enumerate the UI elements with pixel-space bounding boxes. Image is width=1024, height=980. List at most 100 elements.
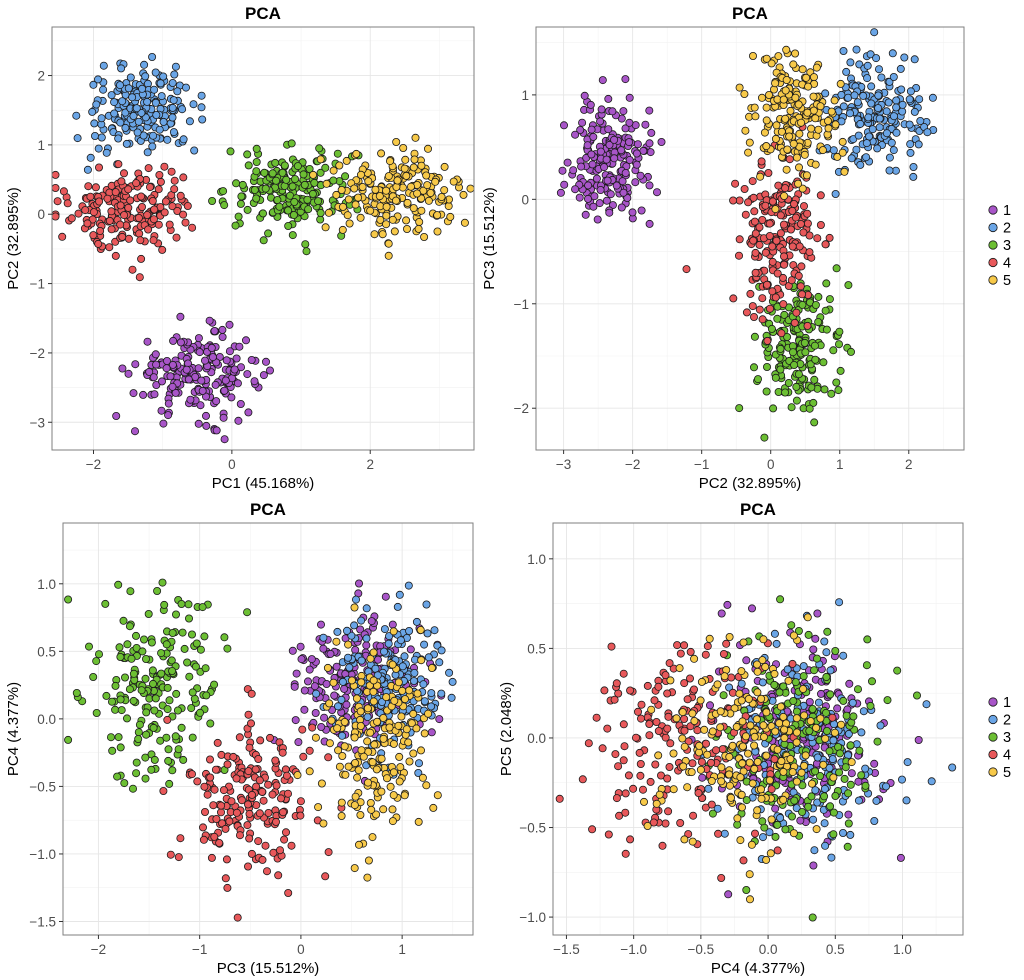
point-series-5 (640, 797, 649, 806)
point-series-3 (184, 614, 193, 623)
point-series-5 (382, 211, 391, 220)
point-series-5 (807, 124, 816, 133)
point-series-3 (844, 819, 853, 828)
point-series-3 (846, 741, 855, 750)
point-series-2 (447, 693, 456, 702)
point-series-1 (623, 193, 632, 202)
point-series-4 (611, 750, 620, 759)
point-series-5 (389, 627, 398, 636)
y-tick-label: −1 (514, 297, 529, 312)
point-series-4 (261, 841, 270, 850)
point-series-5 (762, 708, 771, 717)
point-series-1 (320, 713, 329, 722)
point-series-4 (274, 871, 283, 880)
point-series-5 (738, 717, 747, 726)
point-series-4 (767, 785, 776, 794)
point-series-2 (846, 58, 855, 67)
point-series-4 (268, 790, 277, 799)
point-series-5 (746, 721, 755, 730)
y-axis-title: PC4 (4.377%) (5, 682, 22, 776)
point-series-2 (424, 653, 433, 662)
point-series-2 (853, 98, 862, 107)
point-series-5 (793, 153, 802, 162)
point-series-3 (844, 789, 853, 798)
point-series-1 (300, 686, 309, 695)
point-series-1 (560, 121, 569, 130)
point-series-4 (637, 700, 646, 709)
point-series-5 (329, 678, 338, 687)
point-series-5 (423, 144, 432, 153)
point-series-3 (798, 808, 807, 817)
point-series-4 (299, 752, 308, 761)
point-series-1 (218, 332, 227, 341)
point-series-1 (406, 645, 415, 654)
point-series-5 (750, 764, 759, 773)
point-series-2 (928, 93, 937, 102)
point-series-2 (319, 633, 328, 642)
point-series-2 (168, 103, 177, 112)
point-series-3 (184, 600, 193, 609)
point-series-3 (832, 264, 841, 273)
point-series-3 (116, 695, 125, 704)
point-series-2 (906, 148, 915, 157)
point-series-4 (225, 817, 234, 826)
point-series-3 (64, 595, 73, 604)
point-series-4 (794, 271, 803, 280)
point-series-5 (837, 720, 846, 729)
point-series-4 (136, 236, 145, 245)
point-series-3 (846, 780, 855, 789)
point-series-5 (774, 52, 783, 61)
point-series-3 (810, 341, 819, 350)
point-series-2 (400, 652, 409, 661)
point-series-4 (728, 688, 737, 697)
point-series-5 (780, 191, 789, 200)
point-series-4 (167, 167, 176, 176)
point-series-3 (832, 378, 841, 387)
point-series-4 (278, 808, 287, 817)
point-series-4 (258, 787, 267, 796)
point-series-5 (802, 171, 811, 180)
point-series-3 (290, 175, 299, 184)
point-series-1 (176, 338, 185, 347)
point-series-1 (717, 609, 726, 618)
point-series-5 (409, 204, 418, 213)
point-series-3 (791, 678, 800, 687)
point-series-4 (84, 182, 93, 191)
point-series-2 (872, 796, 881, 805)
point-series-5 (423, 181, 432, 190)
point-series-1 (236, 399, 245, 408)
point-series-1 (131, 360, 140, 369)
point-series-5 (350, 864, 359, 873)
point-series-2 (168, 113, 177, 122)
point-series-5 (390, 696, 399, 705)
point-series-3 (742, 886, 751, 895)
point-series-2 (94, 75, 103, 84)
point-series-3 (142, 730, 151, 739)
point-series-2 (159, 72, 168, 81)
point-series-1 (633, 140, 642, 149)
point-series-4 (221, 824, 230, 833)
point-series-3 (177, 600, 186, 609)
point-series-2 (126, 73, 135, 82)
point-series-4 (632, 733, 641, 742)
point-series-1 (241, 336, 250, 345)
point-series-3 (139, 635, 148, 644)
point-series-1 (205, 316, 214, 325)
point-series-5 (816, 102, 825, 111)
point-series-1 (618, 177, 627, 186)
legend-label-3: 3 (1003, 730, 1011, 746)
point-series-5 (794, 100, 803, 109)
point-series-3 (272, 176, 281, 185)
point-series-5 (847, 758, 856, 767)
point-series-5 (340, 718, 349, 727)
point-series-5 (732, 722, 741, 731)
point-series-3 (150, 755, 159, 764)
point-series-5 (316, 155, 325, 164)
point-series-3 (232, 179, 241, 188)
point-series-2 (405, 627, 414, 636)
point-series-5 (775, 719, 784, 728)
legend: 1 23 45 (988, 695, 1011, 781)
point-series-5 (329, 166, 338, 175)
point-series-2 (121, 108, 130, 117)
y-tick-label: 0.5 (37, 644, 56, 659)
